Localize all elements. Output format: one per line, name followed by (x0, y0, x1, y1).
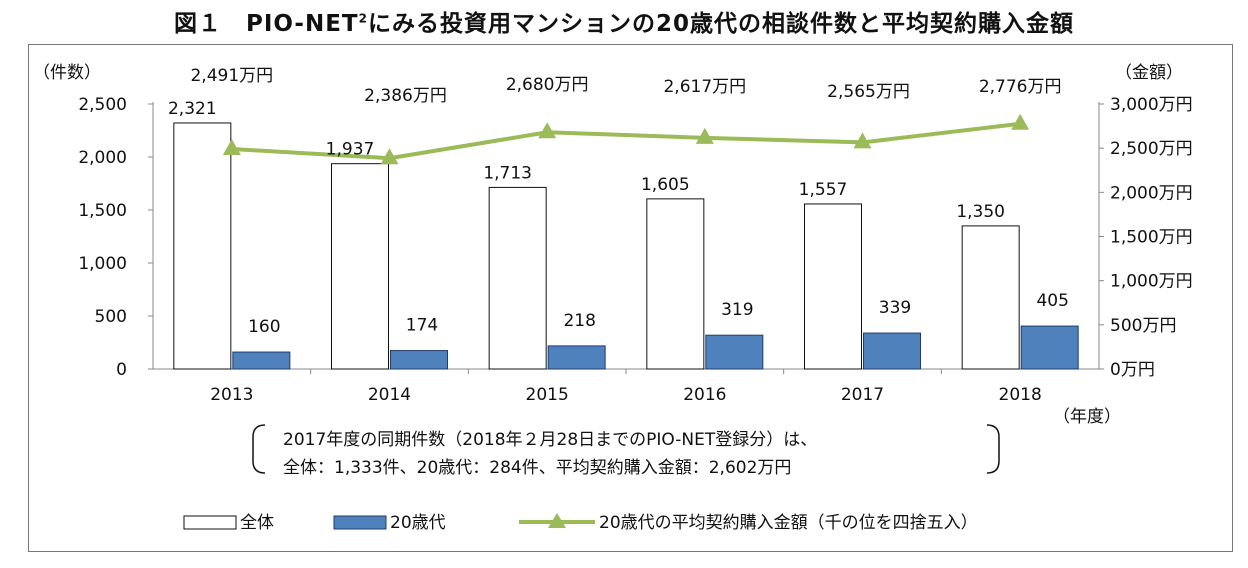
legend-label-line: 20歳代の平均契約購入金額（千の位を四捨五入） (599, 513, 978, 533)
legend-swatch-20s (333, 515, 387, 530)
right-tick-label: 2,500万円 (1110, 139, 1193, 159)
chart-svg: 0 500 1,000 1,500 2,000 2,500 0万円 500万円 1,000万円 1… (33, 63, 1193, 533)
chart-title-superscript: 2 (358, 11, 368, 26)
axes: 0 500 1,000 1,500 2,000 2,500 0万円 500万円 1,000万円 1… (78, 95, 1192, 380)
bar-total (804, 203, 862, 370)
right-tick-label: 2,000万円 (1110, 183, 1193, 203)
legend-label-total: 全体 (240, 513, 274, 533)
left-tick-label: 500 (95, 307, 127, 327)
bar-total (961, 225, 1020, 370)
line-series (222, 113, 1030, 165)
x-tick-label: 2017 (841, 385, 884, 405)
bars (173, 122, 1079, 370)
data-label-total: 1,937 (326, 140, 375, 160)
line-series-path (231, 121, 1021, 161)
right-tick-label: 3,000万円 (1110, 95, 1193, 115)
left-tick-label: 1,000 (78, 254, 127, 274)
data-label-line: 2,776万円 (979, 77, 1062, 97)
left-tick-label: 0 (116, 360, 127, 380)
note-left-bracket (252, 424, 266, 474)
bar-20s (390, 350, 448, 370)
legend-label-20s: 20歳代 (390, 513, 446, 533)
data-label-20s: 319 (721, 300, 753, 320)
data-label-line: 2,386万円 (364, 86, 447, 106)
left-axis-title: （件数） (33, 63, 101, 83)
bar-total (646, 198, 705, 370)
data-label-total: 2,321 (168, 99, 217, 119)
right-tick-label: 0万円 (1110, 360, 1155, 380)
bar-total (488, 186, 547, 370)
data-label-line: 2,617万円 (663, 77, 746, 97)
x-tick-label: 2016 (683, 385, 726, 405)
data-labels: 2013 2,321 160 2014 1,937 174 2015 1,713 218 2016… (168, 66, 1069, 405)
data-label-20s: 405 (1036, 291, 1068, 311)
data-label-line: 2,565万円 (827, 82, 910, 102)
bar-total (173, 122, 232, 370)
legend-swatch-total (183, 515, 237, 530)
legend: 全体 20歳代 20歳代の平均契約購入金額（千の位を四捨五入） (183, 513, 978, 533)
bar-20s (232, 351, 291, 370)
left-tick-label: 2,500 (78, 95, 127, 115)
left-tick-label: 2,000 (78, 148, 127, 168)
line-point-marker (222, 138, 241, 155)
data-label-20s: 174 (406, 316, 438, 336)
line-point-marker (853, 132, 872, 149)
left-tick-label: 1,500 (78, 201, 127, 221)
chart-title-prefix: 図１ PIO-NET (174, 11, 359, 37)
data-label-20s: 160 (248, 317, 280, 337)
right-tick-label: 1,000万円 (1110, 272, 1193, 292)
bar-20s (1020, 325, 1079, 370)
data-label-total: 1,605 (641, 175, 690, 195)
bar-20s (547, 345, 606, 370)
chart-title: 図１ PIO-NET2にみる投資用マンションの20歳代の相談件数と平均契約購入金… (0, 4, 1248, 38)
legend-line-marker (548, 513, 566, 528)
line-point-marker (695, 127, 714, 144)
line-point-marker (1011, 113, 1030, 130)
bar-20s (705, 334, 764, 370)
right-tick-label: 500万円 (1110, 316, 1176, 336)
note-right-bracket (986, 424, 1000, 474)
x-tick-label: 2018 (999, 385, 1042, 405)
data-label-total: 1,713 (483, 163, 532, 183)
chart-title-suffix: にみる投資用マンションの20歳代の相談件数と平均契約購入金額 (367, 11, 1074, 37)
line-point-marker (380, 148, 399, 165)
data-label-20s: 339 (879, 298, 911, 318)
bar-total (331, 163, 389, 370)
x-tick-label: 2015 (526, 385, 569, 405)
note-line-2: 全体：1,333件、20歳代：284件、平均契約購入金額：2,602万円 (283, 458, 791, 478)
chart-frame: 0 500 1,000 1,500 2,000 2,500 0万円 500万円 1,000万円 1… (28, 44, 1233, 552)
data-label-20s: 218 (563, 311, 595, 331)
x-tick-label: 2013 (210, 385, 253, 405)
data-label-total: 1,557 (799, 180, 848, 200)
data-label-line: 2,680万円 (506, 75, 589, 95)
x-axis-title: （年度） (1053, 407, 1121, 427)
right-axis-title: （金額） (1115, 63, 1183, 83)
line-point-marker (538, 122, 557, 139)
bar-20s (863, 332, 921, 370)
note-line-1: 2017年度の同期件数（2018年２月28日までのPIO-NET登録分）は、 (283, 430, 817, 450)
x-tick-label: 2014 (368, 385, 411, 405)
right-tick-label: 1,500万円 (1110, 228, 1193, 248)
data-label-line: 2,491万円 (190, 66, 273, 86)
data-label-total: 1,350 (956, 202, 1005, 222)
